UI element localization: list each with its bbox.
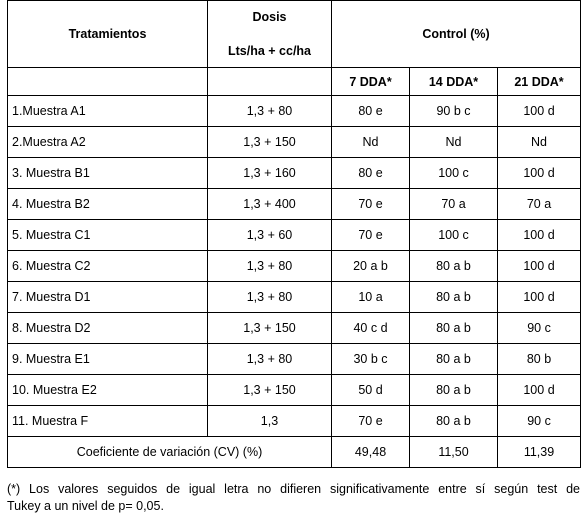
control-7dda-cell: 80 e [331,95,410,127]
dose-cell: 1,3 + 80 [207,281,332,313]
control-7dda-cell: 10 a [331,281,410,313]
control-7dda-cell: 50 d [331,374,410,406]
control-14dda-cell: 100 c [409,219,498,251]
table-row: 8. Muestra D2 1,3 + 150 40 c d 80 a b 90 c [7,312,582,344]
dose-cell: 1,3 + 60 [207,219,332,251]
treatment-cell: 10. Muestra E2 [7,374,208,406]
treatment-cell: 4. Muestra B2 [7,188,208,220]
control-14dda-cell: 80 a b [409,374,498,406]
dose-cell: 1,3 + 150 [207,312,332,344]
control-21dda-cell: 100 d [496,219,582,251]
control-21dda-cell: 100 d [496,281,582,313]
dose-cell: 1,3 + 150 [207,374,332,406]
table-row: 2.Muestra A2 1,3 + 150 Nd Nd Nd [7,126,582,158]
control-14dda-cell: 70 a [409,188,498,220]
control-14dda-cell: Nd [409,126,498,158]
treatment-cell: 6. Muestra C2 [7,250,208,282]
control-21dda-cell: 100 d [496,374,582,406]
control-7dda-cell: Nd [331,126,410,158]
footnote-line2: Tukey a un nivel de p= 0,05. [7,499,164,513]
dose-cell: 1,3 + 80 [207,95,332,127]
table-row: 11. Muestra F 1,3 70 e 80 a b 90 c [7,405,582,437]
treatment-cell: 9. Muestra E1 [7,343,208,375]
dose-cell: 1,3 + 400 [207,188,332,220]
control-21dda-cell: Nd [496,126,582,158]
control-7dda-cell: 20 a b [331,250,410,282]
cv-value-d14: 11,50 [409,436,498,468]
treatment-cell: 5. Muestra C1 [7,219,208,251]
control-7dda-cell: 70 e [331,188,410,220]
table-row: 5. Muestra C1 1,3 + 60 70 e 100 c 100 d [7,219,582,251]
table-row: 7. Muestra D1 1,3 + 80 10 a 80 a b 100 d [7,281,582,313]
table-row: 10. Muestra E2 1,3 + 150 50 d 80 a b 100 d [7,374,582,406]
control-7dda-cell: 30 b c [331,343,410,375]
control-14dda-cell: 80 a b [409,312,498,344]
header-control: Control (%) [330,0,582,68]
results-table: Tratamientos Dosis Lts/ha + cc/ha Contro… [7,0,582,468]
footnote: (*) Los valores seguidos de igual letra … [7,481,580,515]
control-14dda-cell: 80 a b [409,343,498,375]
header-dose: Dosis Lts/ha + cc/ha [207,0,332,68]
subheader-empty-1 [7,67,208,96]
subheader-row: 7 DDA* 14 DDA* 21 DDA* [7,67,582,96]
control-7dda-cell: 70 e [331,219,410,251]
dose-cell: 1,3 + 80 [207,343,332,375]
treatment-cell: 1.Muestra A1 [7,95,208,127]
dose-cell: 1,3 + 150 [207,126,332,158]
subheader-7dda: 7 DDA* [331,67,410,96]
control-21dda-cell: 100 d [496,157,582,189]
treatment-cell: 11. Muestra F [7,405,208,437]
table-row: 4. Muestra B2 1,3 + 400 70 e 70 a 70 a [7,188,582,220]
treatment-cell: 2.Muestra A2 [7,126,208,158]
treatment-cell: 7. Muestra D1 [7,281,208,313]
control-14dda-cell: 80 a b [409,250,498,282]
cv-label: Coeficiente de variación (CV) (%) [7,436,332,468]
dose-cell: 1,3 + 80 [207,250,332,282]
cv-row: Coeficiente de variación (CV) (%) 49,48 11… [7,436,582,468]
cv-value-d21: 11,39 [496,436,582,468]
table-row: 3. Muestra B1 1,3 + 160 80 e 100 c 100 d [7,157,582,189]
control-14dda-cell: 100 c [409,157,498,189]
control-7dda-cell: 80 e [331,157,410,189]
control-21dda-cell: 90 c [496,312,582,344]
control-14dda-cell: 80 a b [409,281,498,313]
cv-value-d7: 49,48 [331,436,410,468]
table-row: 9. Muestra E1 1,3 + 80 30 b c 80 a b 80 b [7,343,582,375]
control-21dda-cell: 90 c [496,405,582,437]
table-row: 1.Muestra A1 1,3 + 80 80 e 90 b c 100 d [7,95,582,127]
footnote-line1: (*) Los valores seguidos de igual letra … [7,482,580,496]
control-21dda-cell: 80 b [496,343,582,375]
header-treatments: Tratamientos [7,0,208,68]
subheader-21dda: 21 DDA* [496,67,582,96]
treatment-cell: 8. Muestra D2 [7,312,208,344]
dose-cell: 1,3 [207,405,332,437]
header-dose-line2: Lts/ha + cc/ha [227,44,312,58]
table-row: 6. Muestra C2 1,3 + 80 20 a b 80 a b 100 d [7,250,582,282]
header-row: Tratamientos Dosis Lts/ha + cc/ha Contro… [7,0,582,68]
control-21dda-cell: 100 d [496,250,582,282]
control-21dda-cell: 70 a [496,188,582,220]
treatment-cell: 3. Muestra B1 [7,157,208,189]
header-dose-line1: Dosis [252,10,287,24]
control-7dda-cell: 40 c d [331,312,410,344]
subheader-empty-2 [207,67,332,96]
dose-cell: 1,3 + 160 [207,157,332,189]
control-7dda-cell: 70 e [331,405,410,437]
control-21dda-cell: 100 d [496,95,582,127]
control-14dda-cell: 90 b c [409,95,498,127]
control-14dda-cell: 80 a b [409,405,498,437]
subheader-14dda: 14 DDA* [409,67,498,96]
